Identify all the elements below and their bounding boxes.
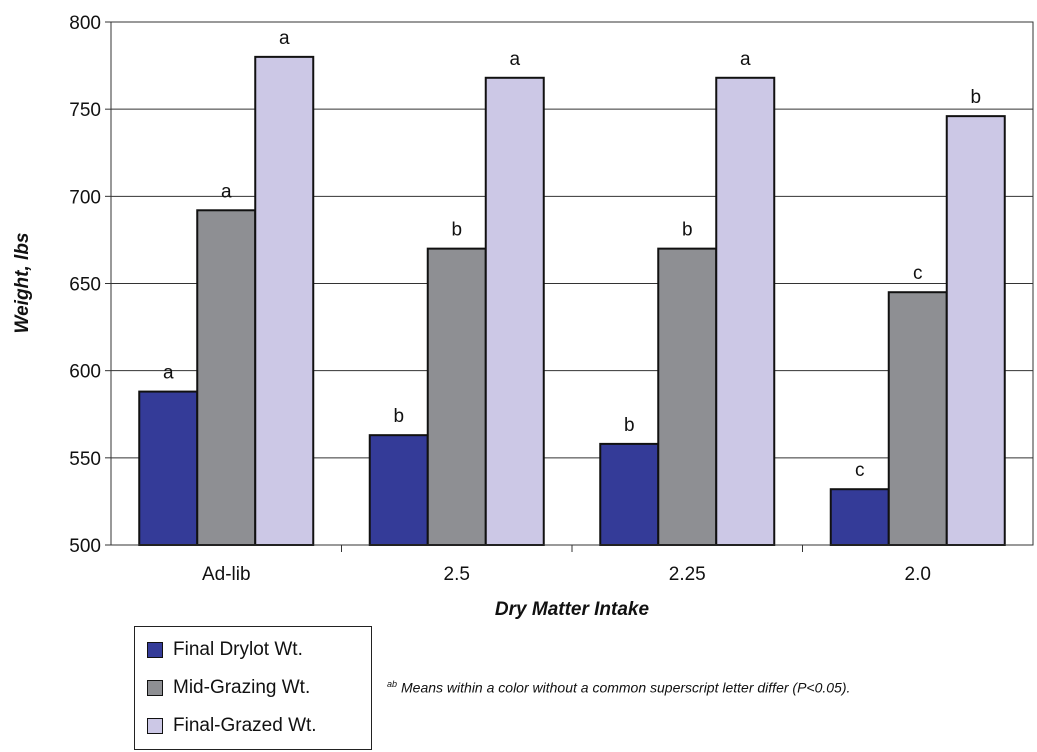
legend-label: Final Drylot Wt. — [173, 639, 303, 660]
x-tick-label: 2.5 — [444, 564, 470, 585]
bar — [196, 209, 257, 546]
bar — [945, 115, 1006, 546]
legend-swatch-final-grazed — [147, 718, 163, 734]
significance-labels: a a a b b a b b a c c b — [163, 28, 981, 481]
bar — [138, 390, 199, 546]
legend-label: Final-Grazed Wt. — [173, 715, 317, 736]
y-tick-label: 550 — [69, 449, 101, 470]
x-tick-label: Ad-lib — [202, 564, 251, 585]
bar-significance-label: b — [393, 406, 404, 427]
legend-item-final-drylot: Final Drylot Wt. — [147, 631, 371, 669]
footnote-text: Means within a color without a common su… — [401, 679, 851, 696]
bar-significance-label: b — [624, 415, 635, 436]
bar — [887, 291, 948, 547]
y-tick-label: 750 — [69, 100, 101, 121]
bar — [657, 247, 718, 546]
bar-chart: 500 550 600 650 700 750 800 Ad-lib 2.5 2.25 2.0 a… — [12, 13, 1034, 620]
legend-swatch-mid-grazing — [147, 680, 163, 696]
x-tick-label: 2.25 — [669, 564, 706, 585]
bar — [368, 434, 429, 547]
bar-significance-label: c — [913, 263, 923, 284]
y-tick-label: 650 — [69, 275, 101, 296]
axes — [105, 21, 1034, 552]
legend: Final Drylot Wt. Mid-Grazing Wt. Final-G… — [134, 626, 372, 750]
bar-significance-label: b — [682, 220, 693, 241]
bars — [138, 55, 1006, 547]
bar-significance-label: a — [279, 28, 290, 49]
bar-significance-label: b — [451, 220, 462, 241]
bar-significance-label: b — [970, 87, 981, 108]
bar-significance-label: c — [855, 460, 865, 481]
x-axis-title: Dry Matter Intake — [495, 599, 650, 620]
legend-item-final-grazed: Final-Grazed Wt. — [147, 707, 371, 745]
bar — [599, 442, 660, 546]
footnote: ab Means within a color without a common … — [387, 679, 850, 696]
bar-significance-label: a — [740, 49, 751, 70]
y-axis-title: Weight, lbs — [12, 233, 33, 334]
bar-significance-label: a — [509, 49, 520, 70]
y-tick-label: 600 — [69, 362, 101, 383]
bar-significance-label: a — [221, 181, 232, 202]
bar — [715, 76, 776, 547]
y-tick-label: 700 — [69, 187, 101, 208]
legend-label: Mid-Grazing Wt. — [173, 677, 311, 698]
bar — [254, 55, 315, 546]
x-tick-label: 2.0 — [905, 564, 931, 585]
y-tick-label: 800 — [69, 13, 101, 34]
y-tick-labels: 500 550 600 650 700 750 800 — [69, 13, 101, 557]
legend-swatch-final-drylot — [147, 642, 163, 658]
bar-significance-label: a — [163, 363, 174, 384]
x-tick-labels: Ad-lib 2.5 2.25 2.0 — [202, 564, 931, 585]
bar — [484, 76, 545, 547]
bar — [426, 247, 487, 546]
bar — [829, 488, 890, 547]
legend-item-mid-grazing: Mid-Grazing Wt. — [147, 669, 371, 707]
footnote-superscript: ab — [387, 679, 398, 689]
y-tick-label: 500 — [69, 536, 101, 557]
